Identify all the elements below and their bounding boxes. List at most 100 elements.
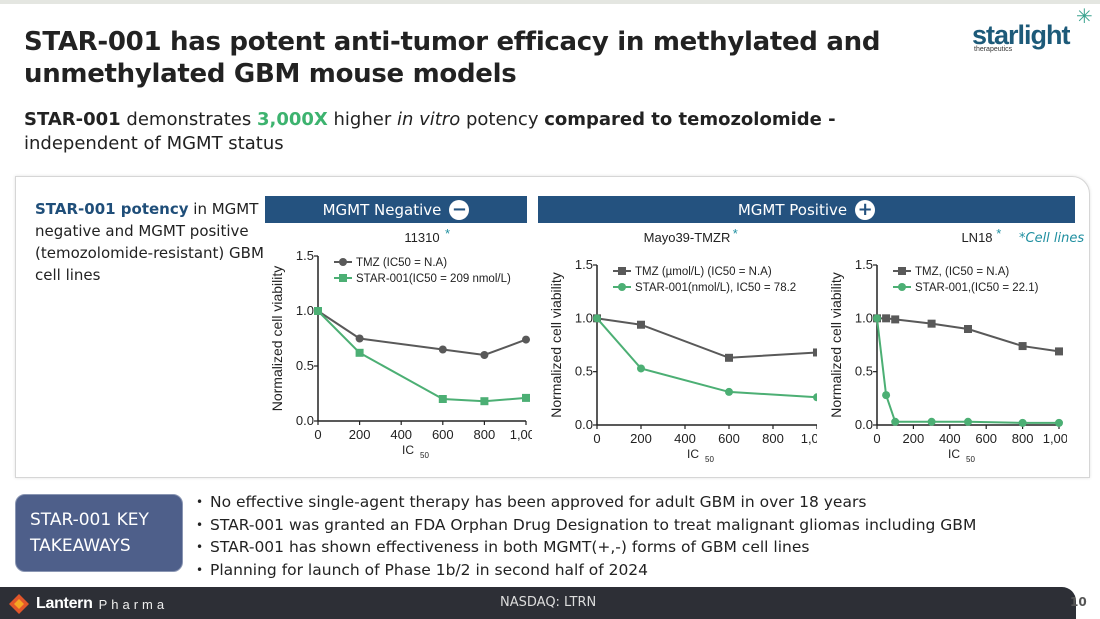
x-axis-label: IC [948,447,960,461]
data-point [964,417,972,426]
panel-description: STAR-001 potency in MGMT negative and MG… [35,198,265,286]
chart-mayo39-tmzr: Mayo39-TMZR * 0.0 0.5 1.0 1.5 0 200 400 600 800 1,0… [548,226,817,464]
logo-sub: therapeutics [974,46,1013,53]
x-tick-label: 200 [630,431,652,446]
data-point [637,364,645,373]
y-tick-label: 0.5 [296,358,314,373]
data-point [1055,347,1063,356]
series-line [317,310,527,403]
title-asterisk: * [445,226,450,241]
x-axis-label-subscript: 50 [705,455,714,464]
list-item: Planning for launch of Phase 1b/2 in sec… [196,559,976,582]
data-point [927,417,936,426]
legend-label: TMZ (IC50 = N.A) [356,257,447,269]
y-tick-label: 1.5 [575,257,593,272]
y-tick-label: 0.0 [855,417,873,432]
takeaway-line-2: TAKEAWAYS [30,536,131,556]
data-point [1055,418,1063,427]
data-point [522,393,530,402]
data-point [355,348,364,357]
star-icon: ✳ [1076,4,1093,28]
slide-title: STAR-001 has potent anti-tumor efficacy … [24,26,880,90]
minus-icon: − [449,199,470,220]
y-tick-label: 1.0 [296,303,314,318]
cell-lines-footnote: *Cell lines [1019,231,1085,246]
data-point [891,315,900,324]
legend-marker [618,283,626,291]
x-tick-label: 400 [674,431,696,446]
data-point [882,314,891,323]
series-line [876,318,1059,424]
subtitle-fold: 3,000X [256,109,328,130]
data-point [873,314,881,323]
takeaway-line-1: STAR-001 KEY [30,510,149,530]
mgmt-negative-band: MGMT Negative − [265,196,527,223]
subtitle-drug: STAR-001 [24,109,121,130]
data-point [813,393,817,402]
data-panel [15,176,1090,478]
x-tick-label: 600 [718,431,740,446]
title-asterisk: * [733,226,738,241]
subtitle-text: demonstrates [120,109,257,130]
chart-title: Mayo39-TMZR [644,230,731,245]
y-tick-label: 0.0 [296,413,314,428]
y-axis-label: Normalized cell viability [828,272,844,418]
subtitle-bold: compared to temozolomide - [544,109,836,130]
x-tick-label: 400 [939,431,961,446]
data-point [964,325,972,333]
brand-sub: Pharma [98,596,169,612]
data-point [593,314,601,323]
takeaway-list: No effective single-agent therapy has be… [196,491,976,581]
x-tick-label: 600 [432,427,454,442]
mgmt-positive-band: MGMT Positive + [538,196,1075,223]
series-line [317,310,527,357]
x-axis-label: IC [402,443,414,457]
logo-word: starlight [972,20,1071,50]
data-point [882,391,891,400]
series-line [596,317,817,359]
page-number: 10 [1070,595,1087,609]
x-tick-label: 200 [349,427,371,442]
data-point [637,320,645,329]
x-tick-label: 200 [903,431,925,446]
series-line [877,317,1060,353]
y-tick-label: 0.5 [575,364,593,379]
data-point [314,307,322,315]
legend-marker [898,283,906,291]
band-label: MGMT Positive [737,200,848,219]
data-point [480,397,489,406]
x-tick-label: 0 [873,431,880,446]
data-point [480,351,489,359]
title-asterisk: * [996,226,1001,241]
list-item: STAR-001 was granted an FDA Orphan Drug … [196,514,976,537]
x-axis-label: IC [687,447,699,461]
data-point [813,348,817,357]
data-point [438,345,447,354]
starlight-logo: ✳ starlight therapeutics [972,4,1093,62]
series-line [596,317,817,399]
x-axis-label-subscript: 50 [420,451,429,460]
lantern-diamond-icon [9,594,29,614]
subtitle-line-2: independent of MGMT status [24,133,284,154]
y-tick-label: 0.5 [855,364,873,379]
x-tick-label: 1,000 [1043,431,1067,446]
top-accent-bar [0,0,1100,4]
x-tick-label: 1,000 [510,427,532,442]
chart-ln18: LN18 * 0.0 0.5 1.0 1.5 0 200 400 600 800 1,000 IC 50 N… [828,226,1067,464]
data-point [355,334,364,343]
y-axis-label: Normalized cell viability [548,272,564,418]
x-tick-label: 400 [390,427,412,442]
x-tick-label: 0 [314,427,321,442]
legend-marker [339,274,347,282]
footer-bar: Lantern Pharma NASDAQ: LTRN [0,587,1076,619]
subtitle-text: higher [327,109,397,130]
subtitle-text: potency [460,109,545,130]
y-tick-label: 1.5 [855,257,873,272]
legend-marker [339,258,347,266]
title-line-2: unmethylated GBM mouse models [24,59,517,89]
chart-11310: 11310 * 0.0 0.5 1.0 1.5 0 200 400 600 800 1,000 IC 50… [269,226,532,460]
chart-title: 11310 [404,230,439,245]
panel-text-rest: in MGMT negative and MGMT positive (temo… [35,200,264,284]
legend-marker [898,267,906,275]
data-point [522,335,530,344]
